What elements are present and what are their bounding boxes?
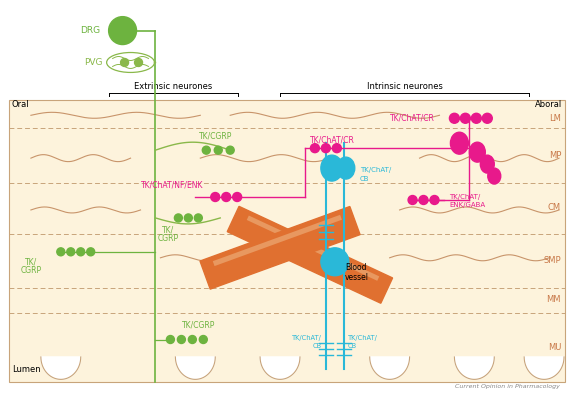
Circle shape xyxy=(211,192,220,202)
Circle shape xyxy=(419,196,428,204)
Text: CM: CM xyxy=(548,204,561,213)
Circle shape xyxy=(57,248,65,256)
Circle shape xyxy=(77,248,85,256)
Text: TK/: TK/ xyxy=(162,226,174,235)
Text: TK/ChAT/: TK/ChAT/ xyxy=(449,194,480,200)
Text: MP: MP xyxy=(549,150,561,160)
Text: TK/CGRP: TK/CGRP xyxy=(199,131,232,140)
Polygon shape xyxy=(524,357,564,379)
Text: vessel: vessel xyxy=(345,273,369,282)
Circle shape xyxy=(460,113,470,123)
Polygon shape xyxy=(370,357,410,379)
Polygon shape xyxy=(247,215,379,281)
Text: TK/: TK/ xyxy=(25,258,37,267)
Circle shape xyxy=(226,146,234,154)
Circle shape xyxy=(177,335,185,343)
Polygon shape xyxy=(41,357,81,379)
Ellipse shape xyxy=(321,155,343,181)
Ellipse shape xyxy=(337,157,355,179)
Circle shape xyxy=(184,214,192,222)
Ellipse shape xyxy=(480,155,494,173)
FancyBboxPatch shape xyxy=(9,100,565,383)
Circle shape xyxy=(471,113,482,123)
Circle shape xyxy=(134,59,142,67)
Text: CB: CB xyxy=(348,343,357,350)
Ellipse shape xyxy=(488,168,501,184)
Text: Lumen: Lumen xyxy=(12,366,41,374)
Circle shape xyxy=(199,335,207,343)
Text: Extrinsic neurones: Extrinsic neurones xyxy=(134,82,212,91)
Text: TK/ChAT/NF/ENK: TK/ChAT/NF/ENK xyxy=(141,180,203,189)
Polygon shape xyxy=(455,357,494,379)
Text: TK/ChAT/CR: TK/ChAT/CR xyxy=(390,114,435,123)
Circle shape xyxy=(482,113,492,123)
Polygon shape xyxy=(213,215,342,266)
Circle shape xyxy=(332,144,342,153)
Text: TK/ChAT/: TK/ChAT/ xyxy=(292,335,322,341)
Polygon shape xyxy=(200,206,360,289)
Text: ENK/GABA: ENK/GABA xyxy=(449,202,486,208)
Circle shape xyxy=(121,59,129,67)
Circle shape xyxy=(321,248,349,276)
Circle shape xyxy=(108,17,137,44)
Text: SMP: SMP xyxy=(544,256,561,265)
Circle shape xyxy=(87,248,95,256)
Polygon shape xyxy=(176,357,215,379)
Text: Intrinsic neurones: Intrinsic neurones xyxy=(367,82,443,91)
Circle shape xyxy=(202,146,210,154)
Text: TK/ChAT/: TK/ChAT/ xyxy=(360,167,391,173)
Circle shape xyxy=(232,192,242,202)
Text: Oral: Oral xyxy=(12,100,30,109)
Text: DRG: DRG xyxy=(80,26,100,35)
Polygon shape xyxy=(260,357,300,379)
Circle shape xyxy=(195,214,202,222)
Circle shape xyxy=(174,214,183,222)
Text: MM: MM xyxy=(546,295,561,304)
Circle shape xyxy=(188,335,196,343)
Circle shape xyxy=(430,196,439,204)
Circle shape xyxy=(166,335,174,343)
Circle shape xyxy=(67,248,75,256)
Polygon shape xyxy=(227,206,393,303)
Circle shape xyxy=(408,196,417,204)
Text: Aboral: Aboral xyxy=(535,100,562,109)
Circle shape xyxy=(449,113,459,123)
Text: CGRP: CGRP xyxy=(158,234,179,243)
Circle shape xyxy=(222,192,231,202)
Text: LM: LM xyxy=(549,114,561,123)
Circle shape xyxy=(214,146,222,154)
Text: TK/ChAT/CR: TK/ChAT/CR xyxy=(310,136,355,145)
Ellipse shape xyxy=(470,142,485,162)
Text: TK/ChAT/: TK/ChAT/ xyxy=(348,335,378,341)
Text: Current Opinion in Pharmacology: Current Opinion in Pharmacology xyxy=(455,385,560,389)
Text: MU: MU xyxy=(548,343,561,352)
Circle shape xyxy=(311,144,319,153)
Text: TK/CGRP: TK/CGRP xyxy=(181,320,215,329)
Text: CGRP: CGRP xyxy=(20,266,41,275)
Text: Blood: Blood xyxy=(345,263,366,272)
Text: PVG: PVG xyxy=(84,58,103,67)
Text: CB: CB xyxy=(360,176,369,182)
Ellipse shape xyxy=(451,132,468,154)
Text: CB: CB xyxy=(313,343,322,350)
Circle shape xyxy=(321,144,331,153)
